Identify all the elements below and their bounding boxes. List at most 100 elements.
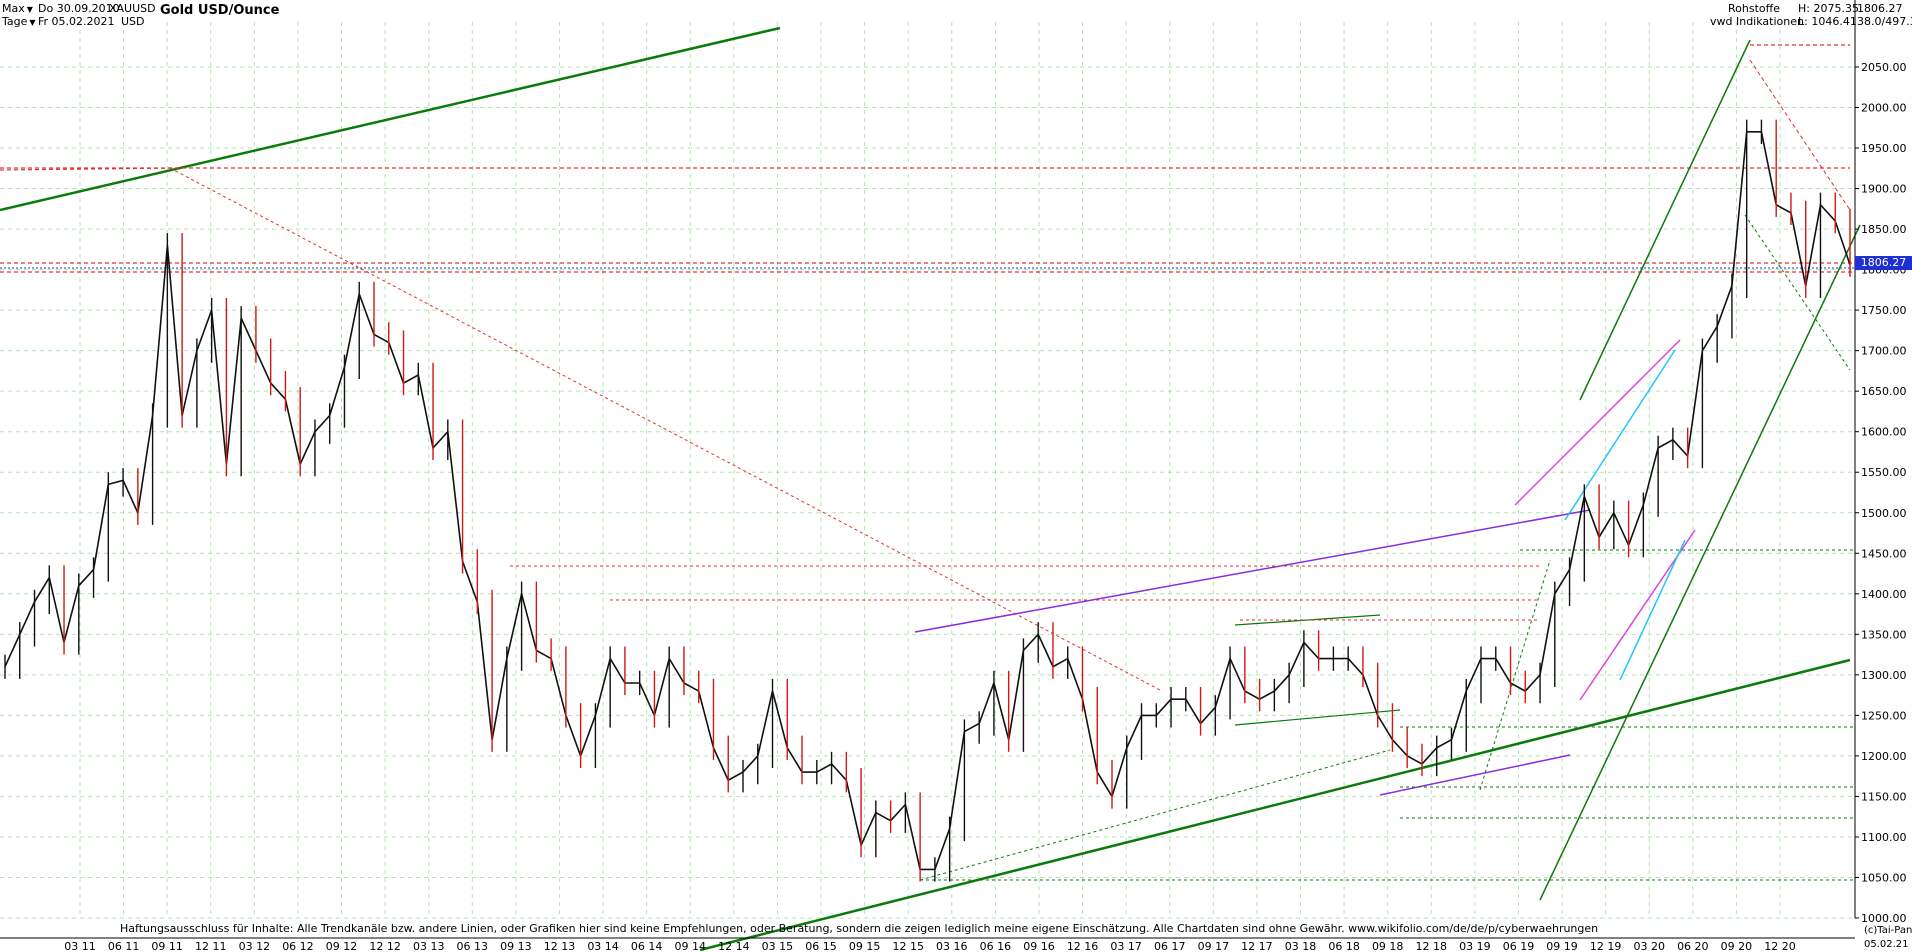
x-tick-label: 09 14 (675, 940, 707, 952)
chart-title: Gold USD/Ounce (160, 3, 280, 18)
trend-line-upper (0, 26, 781, 212)
resistance-line (0, 167, 176, 171)
date-from: Do 30.09.2010 (38, 2, 120, 15)
x-tick-label: 06 18 (1328, 940, 1360, 952)
purple-channel-lower (1379, 754, 1571, 796)
y-tick-label: 1600.00 (1861, 426, 1907, 439)
interval-select[interactable]: Tage ▼ (2, 15, 36, 28)
x-tick-label: 03 17 (1110, 940, 1142, 952)
x-tick-label: 09 12 (326, 940, 358, 952)
x-tick-label: 09 18 (1372, 940, 1404, 952)
x-tick-label: 03 14 (587, 940, 619, 952)
x-tick-label: 06 14 (631, 940, 663, 952)
y-tick-label: 2050.00 (1861, 61, 1907, 74)
trend-lines (0, 26, 1861, 952)
x-tick-label: 12 17 (1241, 940, 1273, 952)
x-tick-label: 09 13 (500, 940, 532, 952)
y-tick-label: 1850.00 (1861, 223, 1907, 236)
date-to: Fr 05.02.2021 (38, 15, 115, 28)
x-tick-label: 12 14 (718, 940, 750, 952)
x-tick-label: 09 17 (1198, 940, 1230, 952)
x-tick-label: 09 15 (849, 940, 881, 952)
y-tick-label: 1250.00 (1861, 709, 1907, 722)
symbol-label: XAUUSD (109, 2, 156, 15)
x-tick-label: 09 16 (1023, 940, 1055, 952)
x-tick-label: 03 20 (1633, 940, 1665, 952)
green-channel-right (1539, 224, 1861, 901)
y-tick-label: 1750.00 (1861, 304, 1907, 317)
x-tick-label: 03 19 (1459, 940, 1491, 952)
volume-label: 38.0/497.3 (1857, 15, 1912, 28)
y-axis: 1000.00 1050.00 1100.00 1150.00 1200.00 1250.… (1854, 0, 1907, 925)
cyan-line-upper (1564, 349, 1676, 521)
x-tick-label: 12 18 (1416, 940, 1448, 952)
x-tick-label: 09 11 (151, 940, 183, 952)
magenta-channel-upper (1514, 339, 1681, 506)
x-tick-label: 09 19 (1546, 940, 1578, 952)
x-tick-label: 06 15 (805, 940, 837, 952)
purple-channel-upper (914, 509, 1591, 633)
x-tick-label: 06 11 (108, 940, 140, 952)
price-line (4, 131, 1851, 871)
chart-grid (0, 22, 1855, 919)
x-tick-label: 12 13 (544, 940, 576, 952)
disclaimer: Haftungsausschluss für Inhalte: Alle Tre… (120, 922, 1599, 935)
x-tick-label: 12 20 (1764, 940, 1796, 952)
category-label: Rohstoffe (1728, 2, 1780, 15)
last-label: 1806.27 (1857, 2, 1903, 15)
y-tick-label: 1100.00 (1861, 831, 1907, 844)
cyan-line-lower (1619, 539, 1686, 681)
y-tick-label: 1000.00 (1861, 912, 1907, 925)
green-line-low (1234, 709, 1401, 726)
y-tick-label: 1300.00 (1861, 669, 1907, 682)
green-dashed-right (1479, 559, 1551, 791)
x-tick-label: 03 18 (1285, 940, 1317, 952)
green-dashed-support (919, 749, 1391, 881)
y-tick-label: 1700.00 (1861, 345, 1907, 358)
y-tick-label: 1550.00 (1861, 466, 1907, 479)
x-tick-label: 06 12 (282, 940, 314, 952)
last-price-marker: 1806.27 (1855, 256, 1912, 270)
x-tick-label: 06 19 (1503, 940, 1535, 952)
x-axis: 03 11 06 11 09 11 12 11 03 12 06 12 09 12 12 12… (0, 937, 1855, 952)
x-tick-label: 12 12 (369, 940, 401, 952)
downtrend-line (169, 167, 1161, 691)
y-tick-label: 1350.00 (1861, 628, 1907, 641)
y-tick-label: 1400.00 (1861, 588, 1907, 601)
x-tick-label: 12 16 (1067, 940, 1099, 952)
x-tick-label: 03 13 (413, 940, 445, 952)
end-date: 05.02.21 (1864, 939, 1909, 950)
x-tick-label: 09 20 (1721, 940, 1753, 952)
y-tick-label: 1500.00 (1861, 507, 1907, 520)
y-tick-label: 2000.00 (1861, 102, 1907, 115)
currency-label: USD (121, 15, 145, 28)
price-series (4, 119, 1851, 882)
x-tick-label: 06 16 (980, 940, 1012, 952)
low-label: L: 1046.41 (1798, 15, 1857, 28)
x-tick-label: 06 13 (457, 940, 489, 952)
range-select[interactable]: Max ▼ (2, 2, 33, 15)
x-tick-label: 06 17 (1154, 940, 1186, 952)
copyright: (c)Tai-Pan (1864, 925, 1912, 936)
x-tick-label: 03 16 (936, 940, 968, 952)
source-label: vwd Indikationen (1710, 15, 1804, 28)
trend-line-lower (699, 658, 1851, 952)
y-tick-label: 1450.00 (1861, 547, 1907, 560)
y-tick-label: 1150.00 (1861, 790, 1907, 803)
x-tick-label: 12 11 (195, 940, 227, 952)
y-tick-label: 1950.00 (1861, 142, 1907, 155)
x-tick-label: 03 15 (762, 940, 794, 952)
y-tick-label: 1900.00 (1861, 183, 1907, 196)
y-tick-label: 1200.00 (1861, 750, 1907, 763)
x-tick-label: 06 20 (1677, 940, 1709, 952)
x-tick-label: 03 11 (64, 940, 96, 952)
green-dashed-pullback (1744, 214, 1851, 371)
y-tick-label: 1050.00 (1861, 871, 1907, 884)
green-channel-left (1579, 39, 1751, 401)
x-tick-label: 12 15 (892, 940, 924, 952)
high-label: H: 2075.35 (1798, 2, 1859, 15)
x-tick-label: 12 19 (1590, 940, 1622, 952)
red-dashed-downtrend (1749, 59, 1851, 211)
y-tick-label: 1650.00 (1861, 385, 1907, 398)
